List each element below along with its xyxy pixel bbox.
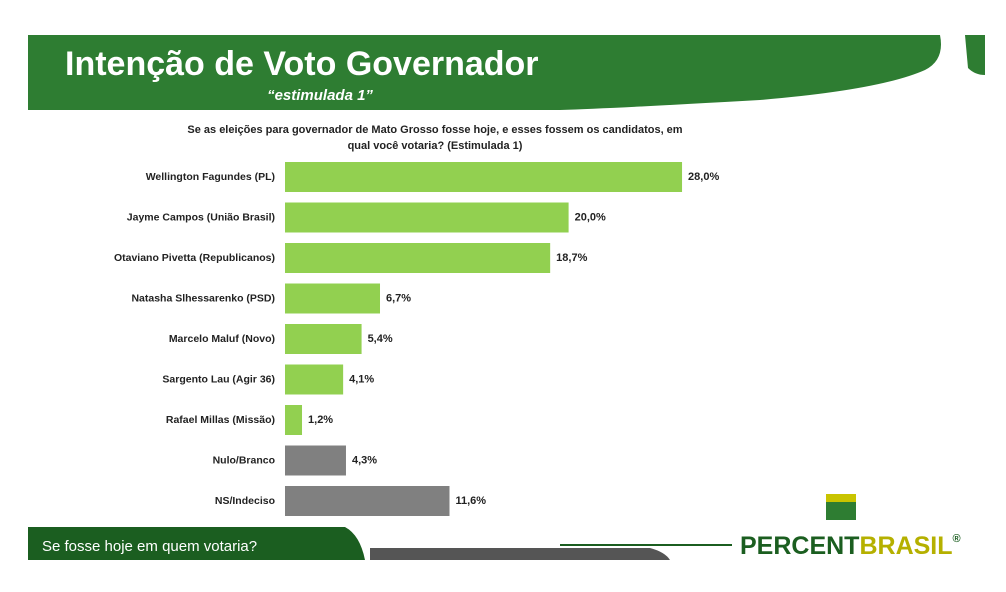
value-label: 1,2% (308, 414, 333, 426)
bar (285, 445, 346, 476)
chart-title: Intenção de Voto Governador (65, 45, 539, 83)
chart-subtitle: “estimulada 1” (267, 87, 373, 104)
bar (285, 162, 683, 192)
slide-bg (28, 35, 985, 560)
logo-icon (826, 502, 856, 520)
footer-text: Se fosse hoje em quem votaria? (42, 538, 257, 555)
value-label: 6,7% (386, 292, 411, 304)
category-label: Rafael Millas (Missão) (166, 414, 275, 426)
logo-mark: ® (953, 533, 961, 545)
header-band (28, 35, 941, 110)
bar (285, 243, 551, 273)
value-label: 11,6% (455, 495, 486, 507)
header-tab (965, 35, 985, 75)
logo-icon-top (826, 494, 856, 502)
bar (285, 202, 569, 233)
value-label: 5,4% (368, 333, 393, 345)
category-label: Sargento Lau (Agir 36) (162, 373, 275, 385)
category-label: Jayme Campos (União Brasil) (127, 211, 275, 223)
bar (285, 324, 362, 354)
footer-band (28, 527, 365, 560)
bar (285, 405, 303, 435)
bar (285, 486, 450, 516)
category-label: Natasha Slhessarenko (PSD) (131, 292, 275, 304)
value-label: 18,7% (556, 252, 587, 264)
bar (285, 283, 381, 314)
category-label: NS/Indeciso (215, 495, 275, 507)
value-label: 28,0% (688, 171, 719, 183)
question: Se as eleições para governador de Mato G… (187, 124, 683, 152)
category-label: Nulo/Branco (213, 454, 275, 466)
value-label: 4,1% (349, 373, 374, 385)
category-label: Marcelo Maluf (Novo) (169, 333, 275, 345)
footer-shadow (370, 548, 670, 560)
category-label: Wellington Fagundes (PL) (146, 171, 275, 183)
logo-part1: PERCENT (740, 532, 859, 560)
value-label: 4,3% (352, 454, 377, 466)
logo-part2: BRASIL (859, 532, 952, 560)
logo: PERCENTBRASIL® (740, 532, 961, 560)
value-label: 20,0% (575, 211, 606, 223)
category-label: Otaviano Pivetta (Republicanos) (114, 252, 275, 264)
bar (285, 364, 344, 395)
